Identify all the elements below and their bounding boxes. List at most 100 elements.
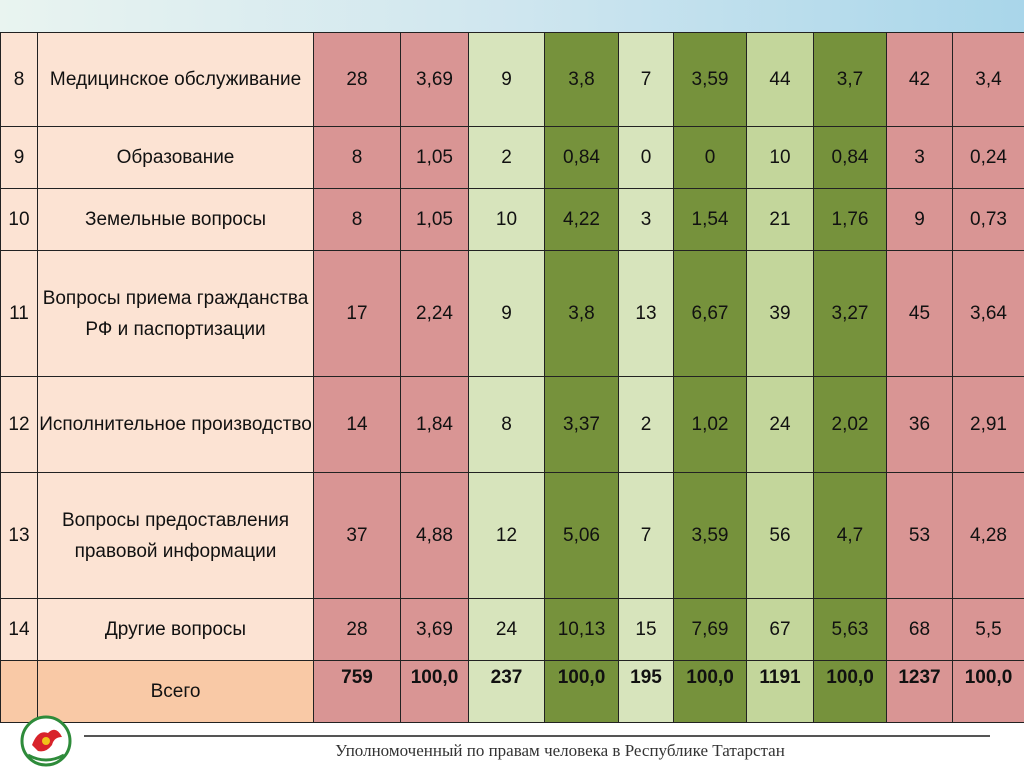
footer-caption: Уполномоченный по правам человека в Респ… xyxy=(335,741,785,760)
total-value-cell: 100,0 xyxy=(400,660,469,723)
value-cell: 2 xyxy=(618,376,674,473)
table-row: 11 Вопросы приема гражданства РФ и паспор… xyxy=(0,250,1024,377)
value-cell: 0,84 xyxy=(544,126,619,189)
value-cell: 3,8 xyxy=(544,32,619,127)
value-cell: 2,91 xyxy=(952,376,1024,473)
value-cell: 0 xyxy=(618,126,674,189)
table-row: 10 Земельные вопросы 8 1,05 10 4,22 3 1,54 21 1,7… xyxy=(0,188,1024,251)
row-number: 12 xyxy=(0,376,38,473)
value-cell: 53 xyxy=(886,472,953,599)
total-row: Всего 759 100,0 237 100,0 195 100,0 1191 100,0 12… xyxy=(0,660,1024,723)
value-cell: 5,06 xyxy=(544,472,619,599)
top-decor-band xyxy=(0,0,1024,34)
table-body: 8 Медицинское обслуживание 28 3,69 9 3,8 7 3,59… xyxy=(0,32,1024,723)
value-cell: 24 xyxy=(468,598,545,661)
value-cell: 4,7 xyxy=(813,472,887,599)
table-row: 14 Другие вопросы 28 3,69 24 10,13 15 7,69 67 5,6… xyxy=(0,598,1024,661)
value-cell: 68 xyxy=(886,598,953,661)
value-cell: 42 xyxy=(886,32,953,127)
row-category: Медицинское обслуживание xyxy=(37,32,314,127)
value-cell: 5,63 xyxy=(813,598,887,661)
value-cell: 3 xyxy=(618,188,674,251)
value-cell: 0,73 xyxy=(952,188,1024,251)
value-cell: 10,13 xyxy=(544,598,619,661)
statistics-table: 8 Медицинское обслуживание 28 3,69 9 3,8 7 3,59… xyxy=(0,32,1024,723)
value-cell: 44 xyxy=(746,32,814,127)
total-value-cell: 100,0 xyxy=(952,660,1024,723)
tatarstan-emblem-icon xyxy=(20,715,72,767)
total-value-cell: 100,0 xyxy=(544,660,619,723)
row-number: 13 xyxy=(0,472,38,599)
value-cell: 8 xyxy=(313,126,401,189)
table-row: 9 Образование 8 1,05 2 0,84 0 0 10 0,84 3 0,24 xyxy=(0,126,1024,189)
value-cell: 2,24 xyxy=(400,250,469,377)
row-number: 11 xyxy=(0,250,38,377)
value-cell: 0,84 xyxy=(813,126,887,189)
value-cell: 6,67 xyxy=(673,250,747,377)
value-cell: 39 xyxy=(746,250,814,377)
value-cell: 3 xyxy=(886,126,953,189)
total-value-cell: 1237 xyxy=(886,660,953,723)
row-number: 14 xyxy=(0,598,38,661)
value-cell: 1,05 xyxy=(400,188,469,251)
total-value-cell: 237 xyxy=(468,660,545,723)
table-row: 12 Исполнительное производство 14 1,84 8 3,37… xyxy=(0,376,1024,473)
total-label: Всего xyxy=(37,660,314,723)
value-cell: 1,54 xyxy=(673,188,747,251)
value-cell: 14 xyxy=(313,376,401,473)
total-value-cell: 1191 xyxy=(746,660,814,723)
value-cell: 2 xyxy=(468,126,545,189)
value-cell: 3,7 xyxy=(813,32,887,127)
row-number xyxy=(0,660,38,723)
value-cell: 7,69 xyxy=(673,598,747,661)
row-category: Образование xyxy=(37,126,314,189)
value-cell: 1,76 xyxy=(813,188,887,251)
row-number: 10 xyxy=(0,188,38,251)
value-cell: 7 xyxy=(618,472,674,599)
value-cell: 15 xyxy=(618,598,674,661)
row-category: Другие вопросы xyxy=(37,598,314,661)
row-category: Вопросы предоставления правовой информац… xyxy=(37,472,314,599)
value-cell: 10 xyxy=(468,188,545,251)
row-category: Вопросы приема гражданства РФ и паспорти… xyxy=(37,250,314,377)
row-category: Земельные вопросы xyxy=(37,188,314,251)
value-cell: 13 xyxy=(618,250,674,377)
value-cell: 37 xyxy=(313,472,401,599)
value-cell: 3,27 xyxy=(813,250,887,377)
value-cell: 10 xyxy=(746,126,814,189)
row-category: Исполнительное производство xyxy=(37,376,314,473)
value-cell: 3,59 xyxy=(673,32,747,127)
value-cell: 3,4 xyxy=(952,32,1024,127)
value-cell: 21 xyxy=(746,188,814,251)
table-row: 13 Вопросы предоставления правовой информ… xyxy=(0,472,1024,599)
total-value-cell: 100,0 xyxy=(813,660,887,723)
value-cell: 3,37 xyxy=(544,376,619,473)
value-cell: 3,69 xyxy=(400,32,469,127)
total-value-cell: 759 xyxy=(313,660,401,723)
value-cell: 3,64 xyxy=(952,250,1024,377)
value-cell: 4,22 xyxy=(544,188,619,251)
row-number: 9 xyxy=(0,126,38,189)
value-cell: 1,84 xyxy=(400,376,469,473)
value-cell: 5,5 xyxy=(952,598,1024,661)
value-cell: 24 xyxy=(746,376,814,473)
value-cell: 28 xyxy=(313,32,401,127)
value-cell: 12 xyxy=(468,472,545,599)
value-cell: 1,02 xyxy=(673,376,747,473)
footer-divider xyxy=(84,735,990,737)
value-cell: 9 xyxy=(886,188,953,251)
value-cell: 4,28 xyxy=(952,472,1024,599)
table-row: 8 Медицинское обслуживание 28 3,69 9 3,8 7 3,59… xyxy=(0,32,1024,127)
value-cell: 0 xyxy=(673,126,747,189)
value-cell: 8 xyxy=(468,376,545,473)
value-cell: 67 xyxy=(746,598,814,661)
value-cell: 45 xyxy=(886,250,953,377)
row-number: 8 xyxy=(0,32,38,127)
value-cell: 2,02 xyxy=(813,376,887,473)
value-cell: 4,88 xyxy=(400,472,469,599)
value-cell: 17 xyxy=(313,250,401,377)
value-cell: 3,69 xyxy=(400,598,469,661)
value-cell: 36 xyxy=(886,376,953,473)
total-value-cell: 195 xyxy=(618,660,674,723)
value-cell: 9 xyxy=(468,32,545,127)
